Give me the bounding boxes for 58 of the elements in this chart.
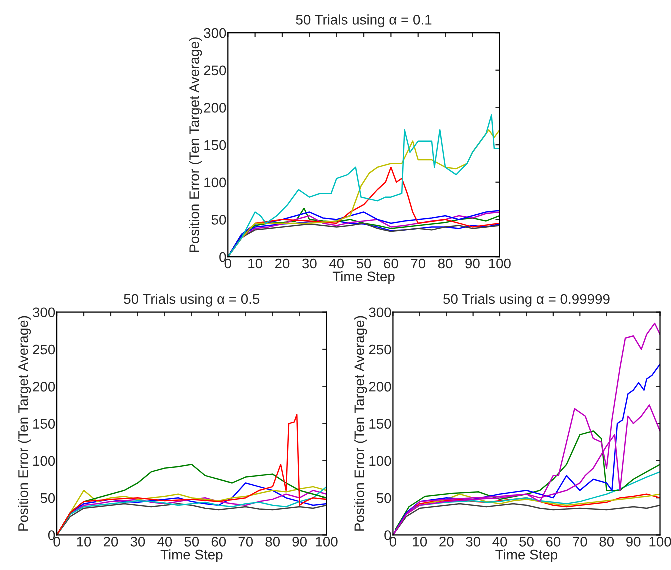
x-tick-label: 70	[411, 258, 426, 269]
x-tick-label: 90	[466, 258, 480, 269]
y-axis-title: Position Error (Ten Target Average)	[354, 316, 368, 531]
x-tick-label: 80	[438, 258, 453, 269]
x-tick-label: 20	[440, 536, 454, 547]
x-tick-label: 50	[356, 258, 372, 269]
x-tick-label: 70	[573, 536, 588, 547]
y-tick-label: 100	[34, 456, 56, 466]
x-tick-label: 30	[130, 536, 146, 547]
x-tick-label: 20	[275, 258, 290, 269]
x-tick-label: 40	[158, 536, 172, 547]
y-tick-label: 300	[369, 308, 392, 318]
x-tick-label: 30	[302, 258, 317, 269]
y-tick-label: 300	[33, 308, 56, 318]
chart-title: 50 Trials using α = 0.1	[296, 14, 432, 28]
y-axis-title: Position Error (Ten Target Average)	[18, 316, 32, 531]
x-tick-label: 100	[316, 536, 338, 547]
x-axis-title: Time Step	[496, 550, 558, 563]
y-tick-label: 300	[204, 28, 226, 38]
x-axis-title: Time Step	[332, 271, 395, 284]
x-tick-label: 50	[520, 536, 534, 547]
y-tick-label: 250	[204, 66, 226, 76]
x-tick-label: 80	[600, 536, 614, 547]
y-tick-label: 200	[33, 382, 56, 392]
y-tick-label: 250	[33, 344, 56, 355]
x-tick-label: 40	[492, 536, 508, 547]
y-tick-label: 50	[376, 493, 392, 504]
x-tick-label: 90	[292, 536, 307, 547]
x-tick-label: 50	[184, 536, 200, 547]
x-tick-label: 60	[546, 536, 561, 547]
y-tick-label: 50	[212, 215, 226, 225]
y-tick-label: 100	[370, 456, 392, 466]
x-tick-label: 90	[626, 536, 641, 547]
x-tick-label: 60	[384, 258, 398, 269]
x-tick-label: 60	[212, 536, 226, 547]
y-tick-label: 200	[204, 103, 226, 113]
chart-title: 50 Trials using α = 0.5	[124, 294, 260, 307]
y-axis-title: Position Error (Ten Target Average)	[189, 38, 202, 252]
x-tick-label: 100	[489, 258, 511, 269]
y-tick-label: 150	[370, 419, 392, 429]
y-tick-label: 250	[369, 344, 392, 355]
x-tick-label: 10	[77, 536, 92, 547]
x-tick-label: 30	[466, 536, 481, 547]
x-tick-label: 40	[329, 258, 344, 269]
y-tick-label: 150	[34, 419, 56, 429]
y-tick-label: 0	[220, 252, 226, 262]
y-tick-label: 150	[204, 140, 226, 150]
x-tick-label: 100	[650, 536, 671, 547]
chart-title: 50 Trials using α = 0.99999	[444, 294, 610, 307]
x-tick-label: 20	[104, 536, 118, 547]
x-tick-label: 70	[238, 536, 254, 547]
y-tick-label: 100	[204, 178, 226, 188]
x-axis-title: Time Step	[160, 550, 223, 563]
x-tick-label: 10	[248, 258, 262, 269]
y-tick-label: 200	[369, 382, 392, 392]
x-tick-label: 10	[413, 536, 428, 547]
x-tick-label: 80	[266, 536, 280, 547]
y-tick-label: 50	[40, 493, 56, 504]
